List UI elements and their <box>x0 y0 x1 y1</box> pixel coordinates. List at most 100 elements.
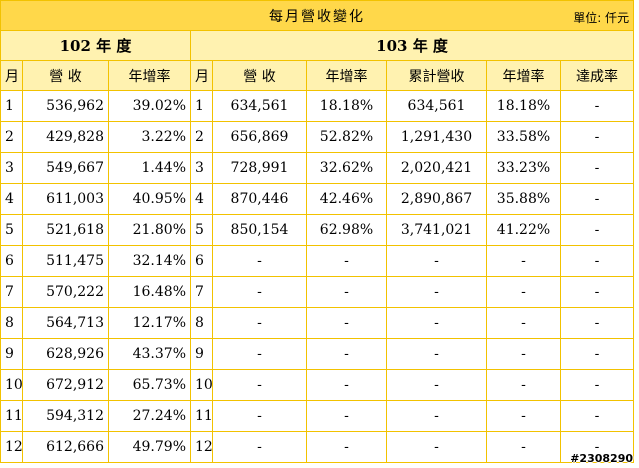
cumulative-yoy-103-cell: - <box>486 307 561 339</box>
month-103-cell: 4 <box>190 183 213 215</box>
revenue-103-cell: 850,154 <box>212 214 307 246</box>
revenue-102-cell: 564,713 <box>22 307 109 339</box>
table-row: 1 536,962 39.02% 1 634,561 18.18% 634,561 18.18… <box>0 90 635 122</box>
achievement-103-cell: - <box>559 214 635 246</box>
yoy-102-cell: 3.22% <box>108 121 191 153</box>
yoy-102-cell: 16.48% <box>108 276 191 308</box>
achievement-103-cell: - <box>559 338 635 370</box>
yoy-103-cell: - <box>306 431 387 463</box>
revenue-103-cell: - <box>212 307 307 339</box>
revenue-103-cell: 634,561 <box>212 90 307 122</box>
year-103-header: 103 年 度 <box>189 30 635 61</box>
month-103-cell: 12 <box>190 431 213 463</box>
cumulative-103-cell: 634,561 <box>386 90 487 122</box>
column-header-row: 月 營 收 年增率 月 營 收 年增率 累計營收 年增率 達成率 <box>0 60 635 91</box>
revenue-102-cell: 612,666 <box>22 431 109 463</box>
cumulative-103-cell: - <box>386 400 487 432</box>
revenue-102-cell: 536,962 <box>22 90 109 122</box>
header-month-102: 月 <box>0 60 23 91</box>
table-row: 12 612,666 49.79% 12- - - - - <box>0 431 635 463</box>
cumulative-yoy-103-cell: 18.18% <box>486 90 561 122</box>
cumulative-yoy-103-cell: 33.58% <box>486 121 561 153</box>
yoy-103-cell: 52.82% <box>306 121 387 153</box>
month-102-cell: 4 <box>0 183 23 215</box>
revenue-103-cell: 728,991 <box>212 152 307 184</box>
month-103-cell: 9 <box>190 338 213 370</box>
year-102-header: 102 年 度 <box>0 30 191 61</box>
table-row: 10 672,912 65.73% 10- - - - - <box>0 369 635 401</box>
table-row: 3 549,667 1.44% 3 728,991 32.62% 2,020,421 33.2… <box>0 152 635 184</box>
achievement-103-cell: - <box>559 90 635 122</box>
month-103-cell: 11 <box>190 400 213 432</box>
revenue-103-cell: - <box>212 431 307 463</box>
revenue-102-cell: 611,003 <box>22 183 109 215</box>
revenue-102-cell: 549,667 <box>22 152 109 184</box>
yoy-103-cell: - <box>306 245 387 277</box>
month-102-cell: 12 <box>0 431 23 463</box>
month-103-cell: 6 <box>190 245 213 277</box>
table-row: 9 628,926 43.37% 9- - - - - <box>0 338 635 370</box>
revenue-102-cell: 429,828 <box>22 121 109 153</box>
yoy-102-cell: 1.44% <box>108 152 191 184</box>
month-102-cell: 1 <box>0 90 23 122</box>
month-102-cell: 11 <box>0 400 23 432</box>
header-yoy-103: 年增率 <box>306 60 387 91</box>
month-103-cell: 2 <box>190 121 213 153</box>
yoy-102-cell: 32.14% <box>108 245 191 277</box>
table-title: 每月營收變化 <box>269 8 366 25</box>
yoy-103-cell: 62.98% <box>306 214 387 246</box>
month-102-cell: 8 <box>0 307 23 339</box>
yoy-103-cell: - <box>306 307 387 339</box>
revenue-103-cell: 870,446 <box>212 183 307 215</box>
cumulative-103-cell: 2,890,867 <box>386 183 487 215</box>
yoy-103-cell: - <box>306 369 387 401</box>
table-row: 11 594,312 27.24% 11- - - - - <box>0 400 635 432</box>
unit-label: 單位: 仟元 <box>573 11 630 25</box>
achievement-103-cell: - <box>559 121 635 153</box>
month-102-cell: 3 <box>0 152 23 184</box>
cumulative-103-cell: 1,291,430 <box>386 121 487 153</box>
header-month-103: 月 <box>190 60 213 91</box>
header-revenue-102: 營 收 <box>22 60 109 91</box>
yoy-102-cell: 12.17% <box>108 307 191 339</box>
title-cell: 每月營收變化 單位: 仟元 <box>0 0 635 31</box>
revenue-102-cell: 570,222 <box>22 276 109 308</box>
table-row: 5 521,618 21.80% 5 850,154 62.98% 3,741,021 41.… <box>0 214 635 246</box>
month-103-cell: 7 <box>190 276 213 308</box>
achievement-103-cell: - <box>559 276 635 308</box>
month-102-cell: 5 <box>0 214 23 246</box>
achievement-103-cell: - <box>559 431 635 463</box>
table-row: 8 564,713 12.17% 8- - - - - <box>0 307 635 339</box>
achievement-103-cell: - <box>559 307 635 339</box>
cumulative-yoy-103-cell: - <box>486 400 561 432</box>
yoy-102-cell: 43.37% <box>108 338 191 370</box>
revenue-102-cell: 511,475 <box>22 245 109 277</box>
table-row: 6 511,475 32.14% 6- - - - - <box>0 245 635 277</box>
cumulative-yoy-103-cell: - <box>486 245 561 277</box>
month-103-cell: 8 <box>190 307 213 339</box>
revenue-103-cell: 656,869 <box>212 121 307 153</box>
yoy-103-cell: - <box>306 276 387 308</box>
yoy-102-cell: 65.73% <box>108 369 191 401</box>
cumulative-103-cell: 2,020,421 <box>386 152 487 184</box>
achievement-103-cell: - <box>559 245 635 277</box>
header-cumulative-yoy-103: 年增率 <box>486 60 561 91</box>
header-yoy-102: 年增率 <box>108 60 191 91</box>
yoy-102-cell: 49.79% <box>108 431 191 463</box>
year-row: 102 年 度 103 年 度 <box>0 30 635 61</box>
achievement-103-cell: - <box>559 183 635 215</box>
achievement-103-cell: - <box>559 369 635 401</box>
revenue-102-cell: 594,312 <box>22 400 109 432</box>
cumulative-103-cell: - <box>386 307 487 339</box>
month-102-cell: 6 <box>0 245 23 277</box>
table-row: 4 611,003 40.95% 4 870,446 42.46% 2,890,867 35.… <box>0 183 635 215</box>
table-row: 7 570,222 16.48% 7- - - - - <box>0 276 635 308</box>
cumulative-yoy-103-cell: 41.22% <box>486 214 561 246</box>
header-revenue-103: 營 收 <box>212 60 307 91</box>
revenue-103-cell: - <box>212 369 307 401</box>
month-102-cell: 7 <box>0 276 23 308</box>
yoy-103-cell: - <box>306 400 387 432</box>
table-row: 2 429,828 3.22% 2 656,869 52.82% 1,291,430 33.5… <box>0 121 635 153</box>
cumulative-103-cell: - <box>386 369 487 401</box>
